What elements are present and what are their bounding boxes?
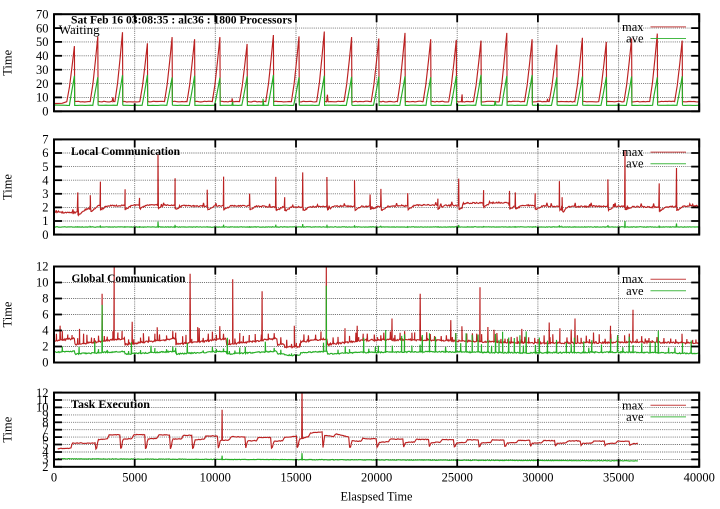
svg-text:7: 7 bbox=[42, 423, 48, 437]
svg-text:30: 30 bbox=[36, 63, 49, 77]
svg-text:Task Execution: Task Execution bbox=[71, 397, 150, 411]
svg-text:25000: 25000 bbox=[442, 471, 473, 485]
svg-text:ave: ave bbox=[626, 32, 644, 46]
svg-text:2: 2 bbox=[42, 201, 48, 215]
svg-text:10000: 10000 bbox=[200, 471, 231, 485]
svg-text:6: 6 bbox=[42, 430, 48, 444]
svg-text:30000: 30000 bbox=[522, 471, 553, 485]
svg-text:4: 4 bbox=[42, 324, 49, 338]
svg-text:20000: 20000 bbox=[361, 471, 392, 485]
svg-text:0: 0 bbox=[42, 105, 48, 119]
svg-text:60: 60 bbox=[36, 21, 49, 35]
svg-text:3: 3 bbox=[42, 187, 48, 201]
svg-text:5: 5 bbox=[42, 438, 48, 452]
svg-text:15000: 15000 bbox=[280, 471, 311, 485]
svg-text:12: 12 bbox=[36, 260, 49, 274]
svg-text:Waiting: Waiting bbox=[59, 22, 100, 37]
svg-text:Time: Time bbox=[1, 301, 15, 327]
svg-text:ave: ave bbox=[626, 284, 644, 298]
svg-text:max: max bbox=[622, 272, 644, 286]
svg-text:6: 6 bbox=[42, 146, 48, 160]
svg-text:1: 1 bbox=[42, 214, 48, 228]
svg-text:Global Communication: Global Communication bbox=[72, 271, 186, 285]
svg-text:35000: 35000 bbox=[603, 471, 634, 485]
svg-text:5: 5 bbox=[42, 160, 48, 174]
svg-text:20: 20 bbox=[36, 77, 49, 91]
svg-text:8: 8 bbox=[42, 416, 48, 430]
svg-text:5000: 5000 bbox=[122, 471, 147, 485]
svg-text:ave: ave bbox=[626, 410, 644, 424]
svg-text:9: 9 bbox=[42, 408, 48, 422]
svg-text:2: 2 bbox=[42, 340, 48, 354]
svg-text:50: 50 bbox=[36, 35, 49, 49]
svg-text:12: 12 bbox=[36, 386, 49, 400]
svg-text:Sat Feb 16 03:08:35 : alc36 :: Sat Feb 16 03:08:35 : alc36 : 1800 Proce… bbox=[71, 13, 292, 27]
svg-text:0: 0 bbox=[42, 228, 48, 242]
svg-text:Elaspsed Time: Elaspsed Time bbox=[341, 490, 413, 504]
svg-text:Local Communication: Local Communication bbox=[71, 144, 180, 158]
svg-text:max: max bbox=[622, 20, 644, 34]
svg-text:40000: 40000 bbox=[684, 471, 715, 485]
svg-text:0: 0 bbox=[42, 356, 48, 370]
svg-text:3: 3 bbox=[42, 453, 48, 467]
svg-text:10: 10 bbox=[36, 401, 49, 415]
svg-text:11: 11 bbox=[36, 393, 48, 407]
svg-text:2: 2 bbox=[42, 460, 48, 474]
svg-text:Time: Time bbox=[1, 416, 15, 442]
svg-text:max: max bbox=[622, 398, 644, 412]
svg-text:Time: Time bbox=[1, 49, 15, 75]
svg-text:6: 6 bbox=[42, 308, 48, 322]
svg-text:10: 10 bbox=[36, 91, 49, 105]
svg-text:max: max bbox=[622, 145, 644, 159]
svg-text:4: 4 bbox=[42, 445, 49, 459]
svg-text:Time: Time bbox=[1, 174, 15, 200]
svg-text:4: 4 bbox=[42, 173, 49, 187]
svg-text:ave: ave bbox=[626, 157, 644, 171]
svg-text:0: 0 bbox=[51, 471, 57, 485]
svg-text:8: 8 bbox=[42, 292, 48, 306]
svg-text:40: 40 bbox=[36, 49, 49, 63]
svg-text:7: 7 bbox=[42, 133, 48, 147]
svg-text:70: 70 bbox=[36, 7, 49, 21]
svg-text:10: 10 bbox=[36, 276, 49, 290]
